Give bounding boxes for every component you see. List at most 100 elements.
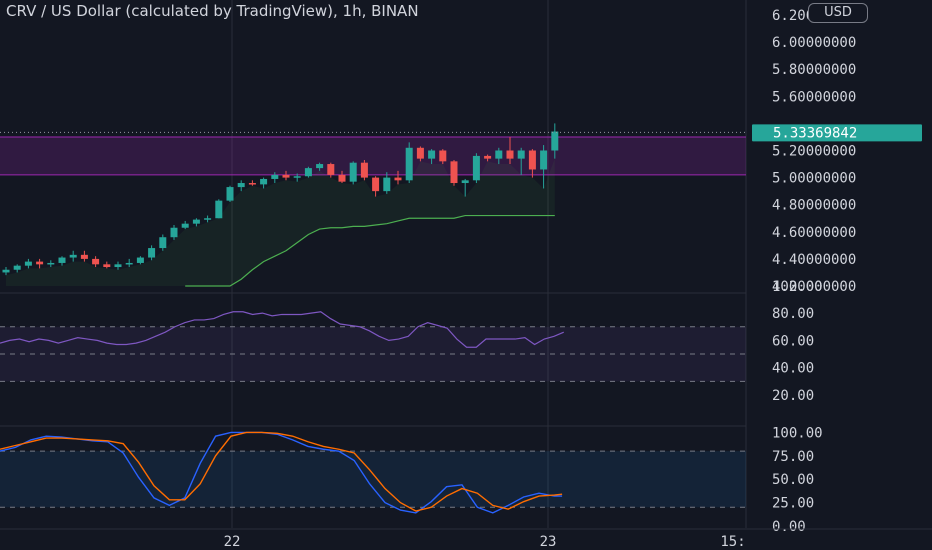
candle: [360, 159, 368, 181]
candle: [528, 149, 536, 178]
candle: [383, 172, 391, 194]
candle-body: [271, 174, 279, 179]
candle-body: [416, 147, 424, 159]
candle-body: [450, 161, 458, 184]
candle: [461, 178, 469, 197]
candle: [159, 234, 167, 251]
rsi-tick-label: 40.00: [772, 361, 814, 377]
candle-body: [181, 223, 189, 228]
candle: [181, 220, 189, 230]
price-tick-label: 4.40000000: [772, 252, 856, 268]
candle: [24, 258, 32, 269]
candle-body: [260, 178, 268, 185]
price-tick-label: 5.00000000: [772, 171, 856, 187]
candle-body: [551, 131, 559, 151]
candle: [495, 147, 503, 165]
stoch-tick-label: 0.00: [772, 519, 806, 535]
candle: [349, 161, 357, 185]
candle-body: [428, 150, 436, 159]
candle: [248, 180, 256, 186]
candle: [103, 261, 111, 269]
candle: [204, 215, 212, 223]
candle: [416, 146, 424, 162]
currency-button[interactable]: USD: [808, 3, 868, 23]
candle: [92, 256, 100, 268]
candle-body: [327, 164, 335, 175]
candle-body: [484, 155, 492, 159]
candle-body: [248, 183, 256, 185]
candle: [439, 149, 447, 165]
candle: [338, 170, 346, 184]
candle-body: [103, 264, 111, 268]
rsi-tick-label: 20.00: [772, 388, 814, 404]
candle-body: [517, 150, 525, 159]
candle-body: [114, 264, 122, 268]
stoch-k-line: [0, 431, 563, 514]
candle: [484, 154, 492, 162]
candle-body: [92, 258, 100, 265]
stoch-tick-label: 100.00: [772, 425, 823, 441]
candle-body: [2, 269, 10, 273]
stoch-tick-label: 50.00: [772, 472, 814, 488]
candle-body: [540, 150, 548, 170]
candle: [282, 170, 290, 181]
candle-body: [170, 227, 178, 238]
candle-body: [237, 183, 245, 188]
candle-body: [80, 254, 88, 259]
candle: [304, 166, 312, 178]
candle: [327, 162, 335, 178]
candle: [293, 173, 301, 182]
candle: [450, 159, 458, 186]
candle: [260, 177, 268, 189]
price-tick-label: 5.20000000: [772, 144, 856, 160]
candle: [472, 153, 480, 184]
candle-body: [506, 150, 514, 159]
candle: [271, 172, 279, 184]
chart-title: CRV / US Dollar (calculated by TradingVi…: [6, 2, 419, 20]
candle: [58, 256, 66, 266]
price-tick-label: 4.20000000: [772, 279, 856, 295]
price-tick-label: 4.80000000: [772, 198, 856, 214]
candle-body: [226, 187, 234, 201]
candle-body: [495, 150, 503, 159]
candle: [506, 136, 514, 165]
x-tick-label: 22: [224, 534, 241, 550]
candle: [405, 142, 413, 184]
candle-body: [293, 176, 301, 178]
x-tick-label: 15:: [720, 534, 745, 550]
candle-body: [472, 155, 480, 181]
x-tick-label: 23: [540, 534, 557, 550]
rsi-tick-label: 80.00: [772, 306, 814, 322]
rsi-tick-label: 100.00: [772, 279, 823, 295]
price-tick-label: 5.80000000: [772, 62, 856, 78]
candle-body: [13, 265, 21, 270]
candle-body: [439, 150, 447, 162]
candle-body: [316, 164, 324, 169]
candle: [237, 180, 245, 192]
rsi-line: [0, 311, 564, 348]
candle-body: [125, 262, 133, 265]
candle: [47, 260, 55, 268]
candle: [372, 176, 380, 197]
price-tick-label: 5.60000000: [772, 89, 856, 105]
candle-body: [36, 261, 44, 265]
candle: [551, 123, 559, 159]
candle-body: [24, 261, 32, 266]
candle-body: [148, 248, 156, 258]
candle-body: [349, 162, 357, 182]
candle-body: [192, 219, 200, 224]
stoch-tick-label: 25.00: [772, 496, 814, 512]
stoch-band-bg: [0, 451, 746, 508]
candle-body: [360, 162, 368, 178]
candle: [125, 258, 133, 268]
candle-body: [69, 254, 77, 258]
price-tick-label: 4.60000000: [772, 225, 856, 241]
candle: [80, 250, 88, 262]
candle: [13, 264, 21, 273]
candle-body: [204, 218, 212, 220]
stoch-tick-label: 75.00: [772, 449, 814, 465]
candle-body: [136, 257, 144, 263]
trail-stop-line: [185, 214, 555, 287]
candle: [215, 199, 223, 219]
